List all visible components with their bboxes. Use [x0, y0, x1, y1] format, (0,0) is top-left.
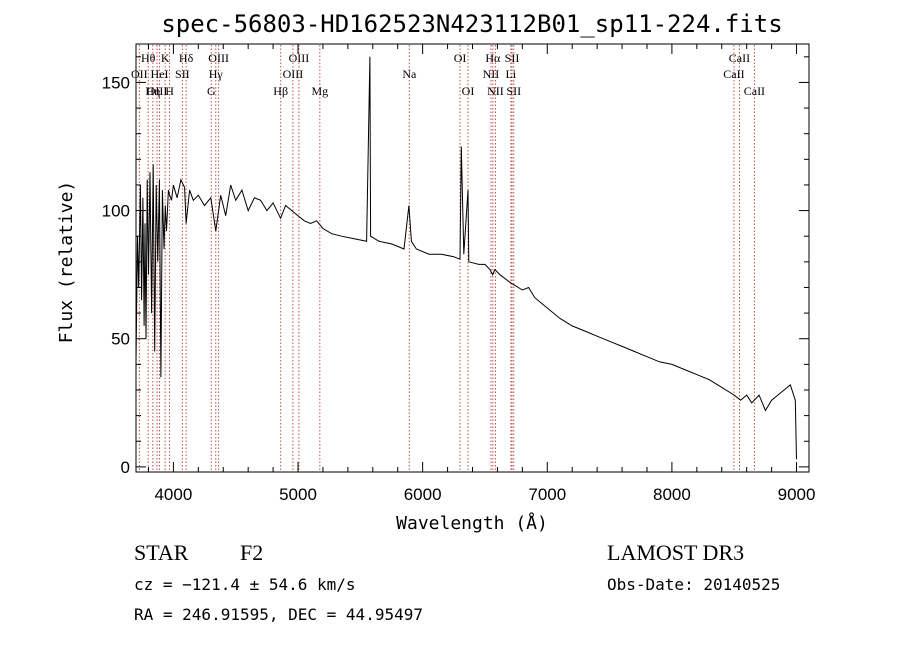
- line-marker-label: SII: [175, 67, 190, 81]
- x-tick-label: 9000: [778, 485, 816, 504]
- line-marker-label: SII: [506, 84, 521, 98]
- line-marker-label: K: [161, 51, 170, 65]
- line-marker-label: CaII: [729, 51, 750, 65]
- line-markers: [138, 45, 755, 471]
- line-marker-label: CaII: [723, 67, 744, 81]
- redshift-velocity: cz = −121.4 ± 54.6 km/s: [134, 575, 356, 594]
- chart-title: spec-56803-HD162523N423112B01_sp11-224.f…: [161, 10, 782, 38]
- x-tick-label: 7000: [528, 485, 566, 504]
- line-marker-label: OI: [462, 84, 475, 98]
- y-tick-label: 100: [102, 202, 130, 221]
- y-axis-label: Flux (relative): [56, 181, 77, 344]
- line-marker-label: NII: [483, 67, 500, 81]
- line-marker-label: OII: [131, 67, 148, 81]
- line-marker-label: OI: [454, 51, 467, 65]
- y-axis-ticks: 0 50 100 150: [102, 56, 809, 477]
- line-marker-label: H: [165, 84, 174, 98]
- line-marker-label: Hθ: [141, 51, 156, 65]
- object-class: STAR: [134, 540, 189, 565]
- line-marker-label: Hδ: [179, 51, 194, 65]
- y-tick-label: 150: [102, 73, 130, 92]
- line-marker-label: OIII: [289, 51, 310, 65]
- line-marker-label: Li: [506, 67, 517, 81]
- x-axis-ticks: 4000 5000 6000 7000 8000 9000: [147, 44, 816, 504]
- line-marker-label: G: [207, 84, 216, 98]
- plot-frame: [135, 43, 810, 473]
- object-subclass: F2: [240, 540, 263, 565]
- line-marker-label: HeI: [151, 67, 169, 81]
- y-tick-label: 50: [111, 330, 130, 349]
- x-tick-label: 6000: [404, 485, 442, 504]
- line-marker-label: Mg: [311, 84, 328, 98]
- line-marker-label: Na: [402, 67, 417, 81]
- line-marker-label: OIII: [147, 84, 168, 98]
- line-marker-label: Hα: [485, 51, 501, 65]
- line-marker-labels: HθOIIOIIIHηHeIKHSIIHδGHγOIIIHβOIIIOIIIMg…: [131, 51, 765, 98]
- line-marker-label: NII: [487, 84, 504, 98]
- line-marker-label: CaII: [744, 84, 765, 98]
- observation-date: Obs-Date: 20140525: [607, 575, 780, 594]
- line-marker-label: Hβ: [273, 84, 288, 98]
- line-marker-label: Hη: [145, 84, 160, 98]
- line-marker-label: SII: [505, 51, 520, 65]
- line-marker-label: Hγ: [209, 67, 224, 81]
- y-tick-label: 0: [121, 458, 130, 477]
- coordinates: RA = 246.91595, DEC = 44.95497: [134, 605, 423, 624]
- x-axis-label: Wavelength (Å): [396, 512, 548, 534]
- x-tick-label: 5000: [279, 485, 317, 504]
- spectrum-line: [135, 56, 797, 460]
- survey-name: LAMOST DR3: [607, 540, 744, 565]
- line-marker-label: OIII: [208, 51, 229, 65]
- x-tick-label: 4000: [154, 485, 192, 504]
- x-tick-label: 8000: [653, 485, 691, 504]
- line-marker-label: OIII: [283, 67, 304, 81]
